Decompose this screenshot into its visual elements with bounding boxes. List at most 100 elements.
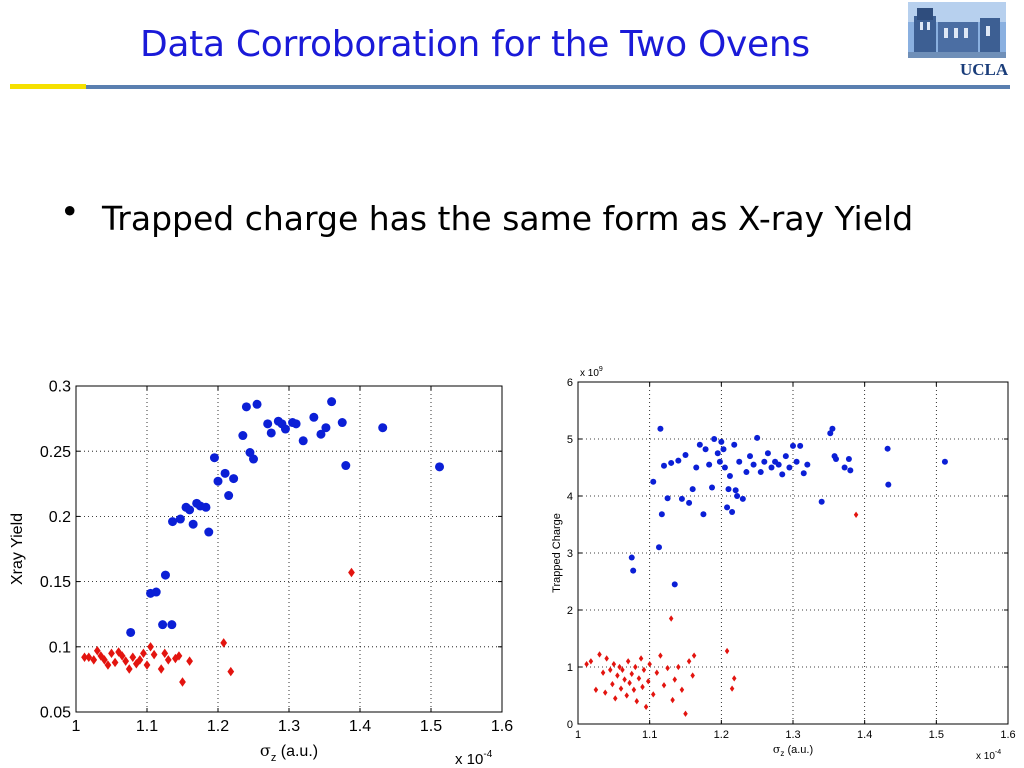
data-point xyxy=(702,446,709,453)
data-point xyxy=(620,666,625,673)
data-point xyxy=(690,672,695,679)
data-point xyxy=(611,661,617,668)
data-point xyxy=(672,676,677,683)
data-point xyxy=(731,441,738,448)
data-point xyxy=(941,458,948,465)
data-point xyxy=(90,655,98,665)
data-point xyxy=(241,402,251,412)
data-point xyxy=(718,438,725,445)
x-axis-label: σz (a.u.) xyxy=(773,743,813,758)
data-point xyxy=(676,663,681,671)
y-tick-label: 1 xyxy=(567,662,573,674)
title-rule xyxy=(86,85,1010,89)
data-point xyxy=(136,655,144,665)
data-point xyxy=(175,514,185,524)
data-point xyxy=(143,660,151,670)
data-point xyxy=(224,491,234,501)
data-point xyxy=(188,519,198,529)
data-point xyxy=(800,470,807,477)
data-point xyxy=(209,453,219,463)
data-point xyxy=(706,461,713,468)
data-point xyxy=(640,683,645,691)
x-axis-label: σz (a.u.) xyxy=(260,741,318,764)
data-point xyxy=(140,648,147,659)
data-point xyxy=(227,666,235,677)
data-point xyxy=(658,652,663,659)
data-point xyxy=(643,703,649,711)
data-point xyxy=(691,652,697,659)
y-tick-label: 0.05 xyxy=(40,705,71,722)
data-point xyxy=(291,419,301,429)
data-point xyxy=(238,431,248,441)
data-point xyxy=(618,685,624,692)
data-point xyxy=(229,474,239,484)
data-point xyxy=(884,445,891,452)
data-point xyxy=(151,587,161,597)
data-point xyxy=(97,651,105,661)
data-point xyxy=(615,672,620,679)
bullet-text: Trapped charge has the same form as X-ra… xyxy=(102,199,914,238)
data-point xyxy=(633,663,638,671)
x-tick-label: 1.6 xyxy=(1000,729,1015,741)
data-point xyxy=(779,471,786,478)
x-tick-label: 1.2 xyxy=(714,729,729,741)
data-point xyxy=(841,464,848,471)
x-tick-label: 1.5 xyxy=(420,718,442,735)
data-point xyxy=(721,464,728,471)
data-point xyxy=(853,511,859,518)
data-point xyxy=(724,504,731,511)
data-point xyxy=(249,454,258,464)
data-point xyxy=(847,467,854,474)
data-point xyxy=(118,651,126,661)
data-point xyxy=(679,686,685,693)
x-tick-label: 1.5 xyxy=(929,729,944,741)
y-tick-label: 5 xyxy=(567,434,573,446)
data-point xyxy=(790,442,796,449)
data-point xyxy=(298,436,308,446)
data-point xyxy=(757,469,764,476)
data-point xyxy=(786,464,793,471)
data-point xyxy=(661,462,667,469)
data-point xyxy=(263,419,273,429)
data-point xyxy=(327,397,337,407)
data-point xyxy=(743,469,750,476)
data-point xyxy=(622,676,627,683)
x-tick-label: 1.6 xyxy=(491,718,513,735)
data-point xyxy=(617,663,622,671)
data-point xyxy=(736,458,743,465)
data-point xyxy=(220,468,230,478)
data-point xyxy=(593,686,599,693)
data-point xyxy=(625,658,631,665)
data-point xyxy=(628,554,635,561)
data-point xyxy=(754,434,761,441)
data-point xyxy=(341,461,351,471)
data-point xyxy=(160,570,170,580)
data-point xyxy=(729,508,736,515)
data-point xyxy=(157,664,165,674)
data-point xyxy=(709,484,716,491)
data-point xyxy=(761,458,768,465)
data-point xyxy=(731,675,737,682)
data-point xyxy=(775,461,782,468)
data-point xyxy=(665,664,670,672)
data-point xyxy=(729,685,735,692)
data-point xyxy=(600,669,606,676)
x-tick-label: 1 xyxy=(575,729,581,741)
data-point xyxy=(668,615,674,622)
data-point xyxy=(588,658,594,665)
data-point xyxy=(81,652,88,662)
data-point xyxy=(732,487,739,494)
y-tick-label: 0.15 xyxy=(40,574,71,591)
data-point xyxy=(747,453,753,460)
data-point xyxy=(700,511,707,518)
data-point xyxy=(126,627,136,637)
data-point xyxy=(104,660,112,670)
data-point xyxy=(584,661,589,668)
y-tick-label: 6 xyxy=(567,377,573,389)
data-point xyxy=(337,418,347,428)
data-point xyxy=(714,450,721,457)
data-point xyxy=(678,495,685,502)
y-tick-label: 2 xyxy=(567,605,573,617)
x-tick-label: 1.1 xyxy=(136,718,158,735)
y-tick-label: 0.25 xyxy=(40,444,71,461)
